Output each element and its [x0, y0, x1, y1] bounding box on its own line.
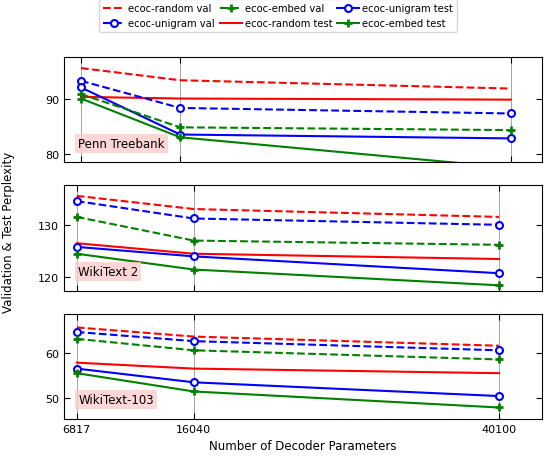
X-axis label: Number of Decoder Parameters: Number of Decoder Parameters	[209, 439, 397, 452]
Legend: ecoc-random val, ecoc-unigram val, ecoc-embed val, ecoc-random test, ecoc-unigra: ecoc-random val, ecoc-unigram val, ecoc-…	[99, 0, 457, 33]
Text: WikiText 2: WikiText 2	[78, 265, 138, 278]
Text: Penn Treebank: Penn Treebank	[78, 138, 165, 150]
Text: WikiText-103: WikiText-103	[78, 394, 154, 407]
Text: Validation & Test Perplexity: Validation & Test Perplexity	[2, 151, 15, 312]
